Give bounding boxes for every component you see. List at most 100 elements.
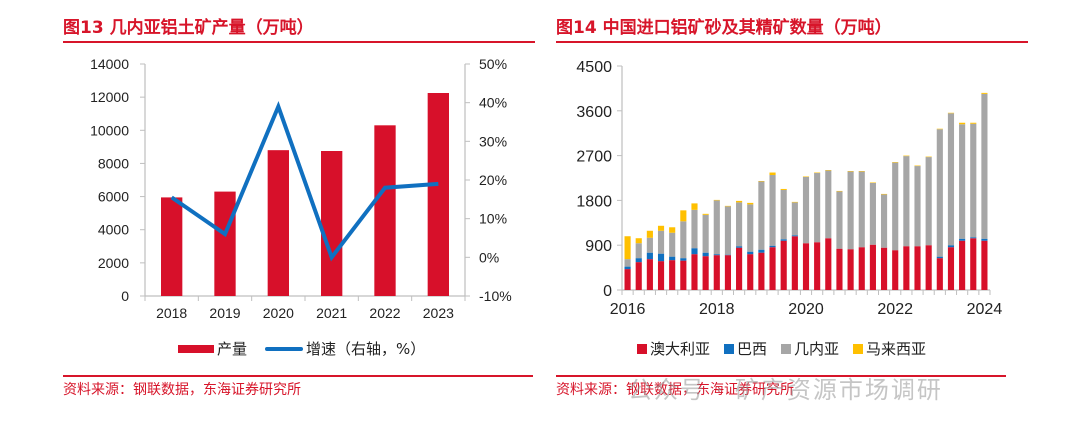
- bar-segment-澳大利亚: [669, 260, 676, 290]
- china-bauxite-import-chart: 0 900 1800 2700 3600 4500 2016 2018 2020 2022 2024: [576, 59, 1003, 318]
- bar-segment-马来西亚: [981, 92, 988, 94]
- bar-segment-巴西: [702, 252, 709, 257]
- bar-segment-澳大利亚: [970, 238, 977, 290]
- bar-segment-几内亚: [635, 243, 642, 259]
- bar-segment-澳大利亚: [880, 247, 888, 290]
- x-tick-label: 2021: [316, 305, 347, 321]
- figure-14-title: 图14 中国进口铝矿砂及其精矿数量（万吨）: [556, 18, 892, 38]
- bar-segment-巴西: [947, 245, 955, 248]
- bar-segment-几内亚: [646, 237, 653, 253]
- legend-item-production: 产量: [178, 338, 247, 359]
- x-tick-label: 2020: [263, 305, 294, 321]
- x-tick-label: 2022: [877, 301, 913, 318]
- bar-segment-澳大利亚: [791, 236, 798, 290]
- bar-production: [267, 150, 289, 296]
- bar-segment-澳大利亚: [947, 247, 955, 290]
- bar-segment-巴西: [758, 249, 765, 253]
- figure-13-panel: 图13 几内亚铝土矿产量（万吨） 0 2000 4000 6000 8000 10000 1…: [63, 18, 535, 398]
- y-tick-label: 0: [603, 283, 612, 300]
- bar-segment-几内亚: [769, 175, 776, 246]
- legend-item-growth: 增速（右轴，%）: [265, 338, 425, 359]
- legend-label: 增速（右轴，%）: [306, 340, 426, 358]
- bar-segment-几内亚: [947, 113, 955, 246]
- x-tick-label: 2023: [423, 305, 454, 321]
- bar-segment-几内亚: [669, 232, 676, 257]
- bar-segment-巴西: [791, 235, 798, 237]
- bar-segment-马来西亚: [624, 236, 631, 260]
- bar-segment-澳大利亚: [769, 247, 776, 290]
- bar-segment-澳大利亚: [724, 255, 732, 290]
- bar-segment-澳大利亚: [635, 262, 642, 290]
- bar-segment-马来西亚: [669, 227, 676, 233]
- legend-item-malaysia: 马来西亚: [853, 338, 926, 359]
- bar-segment-巴西: [624, 266, 631, 270]
- x-tick-label: 2019: [209, 305, 240, 321]
- bar-segment-马来西亚: [747, 202, 754, 205]
- bar-segment-几内亚: [892, 162, 899, 251]
- bar-segment-马来西亚: [780, 188, 787, 190]
- y-tick-label: 2000: [98, 255, 129, 271]
- y2-tick-label: 40%: [479, 95, 507, 111]
- x-tick-label: 2024: [967, 301, 1003, 318]
- figure-14-legend: 澳大利亚 巴西 几内亚 马来西亚: [637, 338, 926, 359]
- bar-segment-几内亚: [925, 157, 932, 246]
- bar-segment-几内亚: [836, 191, 843, 249]
- bar-segment-马来西亚: [635, 238, 642, 244]
- bar-segment-澳大利亚: [657, 261, 665, 290]
- bar-segment-巴西: [780, 239, 787, 241]
- bar-production: [161, 197, 183, 296]
- bar-segment-几内亚: [869, 182, 876, 245]
- y-tick-label: 2700: [576, 149, 612, 166]
- bar-segment-几内亚: [713, 200, 720, 255]
- bar-segment-澳大利亚: [858, 247, 865, 290]
- bar-segment-几内亚: [624, 259, 631, 267]
- bar-segment-马来西亚: [959, 122, 966, 125]
- bar-segment-巴西: [657, 253, 665, 262]
- figure-14-source: 资料来源：钢联数据，东海证券研究所: [556, 382, 794, 398]
- y-tick-label: 10000: [90, 122, 129, 138]
- bar-segment-几内亚: [814, 173, 821, 243]
- bar-segment-巴西: [691, 248, 698, 255]
- bar-segment-澳大利亚: [836, 248, 843, 290]
- bar-segment-几内亚: [691, 209, 698, 249]
- bar-segment-澳大利亚: [914, 246, 921, 290]
- x-tick-label: 2022: [369, 305, 400, 321]
- bar-segment-巴西: [970, 237, 977, 239]
- figure-13-source: 资料来源：钢联数据，东海证券研究所: [63, 382, 301, 398]
- legend-swatch-line: [265, 346, 304, 351]
- y-tick-label: 0: [121, 288, 129, 304]
- legend-label: 产量: [217, 340, 248, 358]
- bar-segment-几内亚: [970, 123, 977, 238]
- bar-segment-澳大利亚: [646, 259, 653, 290]
- figure-13-title: 图13 几内亚铝土矿产量（万吨）: [63, 18, 314, 38]
- y-tick-label: 1800: [576, 193, 612, 210]
- bar-segment-马来西亚: [691, 203, 698, 210]
- bar-segment-几内亚: [736, 202, 743, 247]
- bar-segment-澳大利亚: [936, 258, 943, 290]
- legend-swatch: [853, 343, 864, 354]
- bar-segment-巴西: [769, 245, 776, 248]
- bar-production: [427, 93, 449, 296]
- legend-label: 澳大利亚: [650, 340, 711, 358]
- source-rule: [556, 375, 1006, 377]
- bar-segment-几内亚: [791, 202, 798, 236]
- bar-segment-几内亚: [914, 166, 921, 247]
- y-tick-label: 4500: [576, 59, 612, 76]
- bar-segment-澳大利亚: [780, 240, 787, 290]
- bar-segment-几内亚: [936, 129, 943, 257]
- watermark: 公众号 · 矿产资源市场调研: [628, 376, 943, 404]
- bar-segment-几内亚: [747, 204, 754, 252]
- bar-segment-澳大利亚: [869, 244, 876, 290]
- bar-segment-澳大利亚: [802, 243, 810, 290]
- bar-segment-马来西亚: [970, 122, 977, 124]
- bar-segment-巴西: [669, 256, 676, 261]
- y-tick-label: 4000: [98, 222, 129, 238]
- bar-segment-几内亚: [758, 181, 765, 250]
- bar-segment-巴西: [680, 258, 687, 261]
- bar-segment-澳大利亚: [847, 249, 854, 290]
- bar-segment-几内亚: [858, 171, 865, 248]
- x-tick-label: 2018: [156, 305, 187, 321]
- bar-segment-几内亚: [657, 230, 665, 254]
- title-rule: [556, 41, 1028, 43]
- bar-segment-马来西亚: [680, 210, 687, 222]
